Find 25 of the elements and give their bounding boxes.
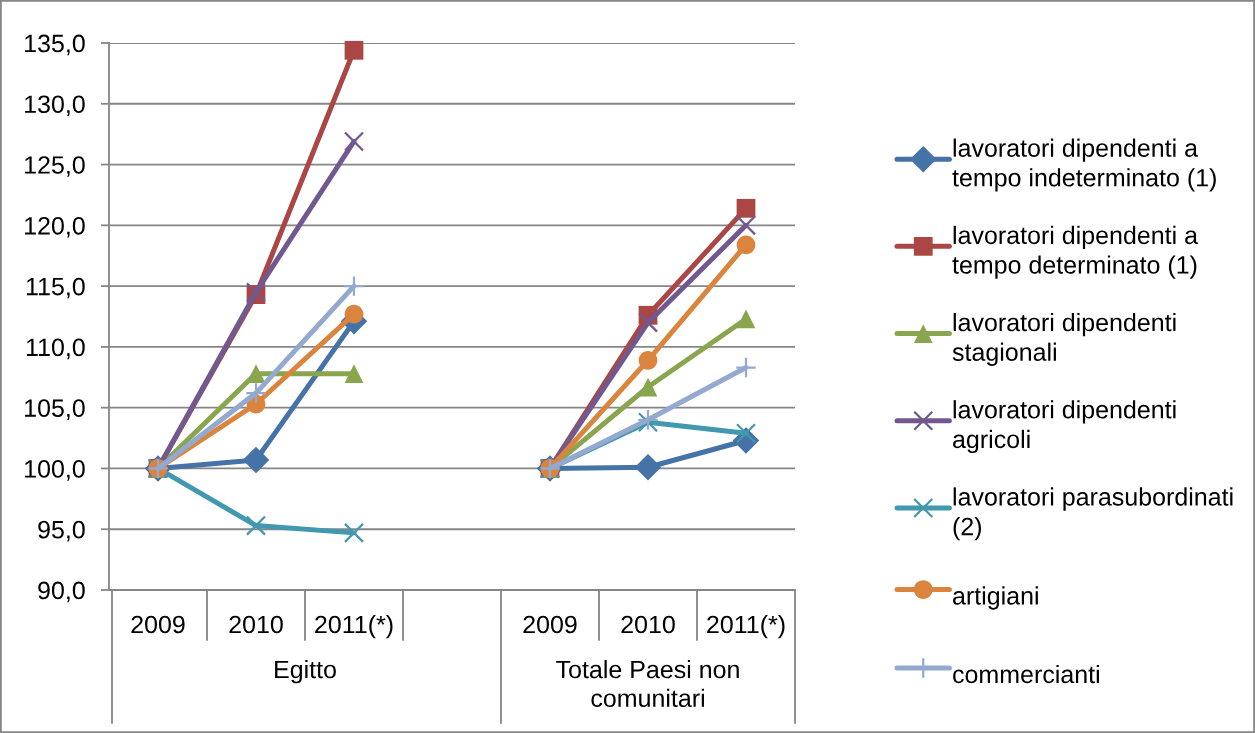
legend-label: lavoratori dipendenti a tempo determinato (1) xyxy=(952,225,1198,279)
y-tick-label: 135,0 xyxy=(25,34,85,56)
x-tick-label: 2011(*) xyxy=(707,615,785,639)
x-tick-label: 2010 xyxy=(229,615,283,634)
legend-label: lavoratori dipendenti stagionali xyxy=(952,312,1176,366)
y-tick-label: 105,0 xyxy=(25,399,85,420)
y-tick-label: 125,0 xyxy=(25,156,85,177)
y-tick-label: 110,0 xyxy=(26,338,85,360)
y-tick-label: 90,0 xyxy=(38,581,85,603)
y-tick-label: 115,0 xyxy=(26,277,85,299)
text: Totale Paesi non comunitari xyxy=(556,660,739,708)
legend-label: lavoratori dipendenti a tempo indeterminato (1) xyxy=(952,138,1216,192)
legend-label: commercianti xyxy=(953,664,1099,684)
legend-label: lavoratori dipendenti agricoli xyxy=(953,400,1176,454)
x-tick-label: 2009 xyxy=(523,615,577,634)
x-tick-label: 2009 xyxy=(131,615,185,634)
x-tick-label: 2011(*) xyxy=(315,615,393,639)
text: Egitto xyxy=(275,660,336,684)
legend-label: lavoratori parasubordinati (2) xyxy=(953,487,1233,541)
y-tick-label: 95,0 xyxy=(38,520,85,542)
y-tick-label: 120,0 xyxy=(25,216,85,238)
y-tick-label: 130,0 xyxy=(25,95,85,117)
x-tick-label: 2010 xyxy=(621,615,675,634)
legend-label: artigiani xyxy=(953,586,1038,610)
y-tick-label: 100,0 xyxy=(25,460,85,481)
